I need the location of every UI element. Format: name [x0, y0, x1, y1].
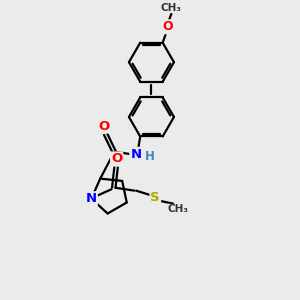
Text: H: H [145, 150, 154, 163]
Text: O: O [163, 20, 173, 33]
Text: O: O [111, 152, 122, 165]
Text: N: N [130, 148, 141, 161]
Text: S: S [151, 191, 160, 204]
Text: O: O [98, 120, 110, 133]
Text: CH₃: CH₃ [168, 204, 189, 214]
Text: CH₃: CH₃ [161, 2, 182, 13]
Text: N: N [86, 192, 97, 205]
